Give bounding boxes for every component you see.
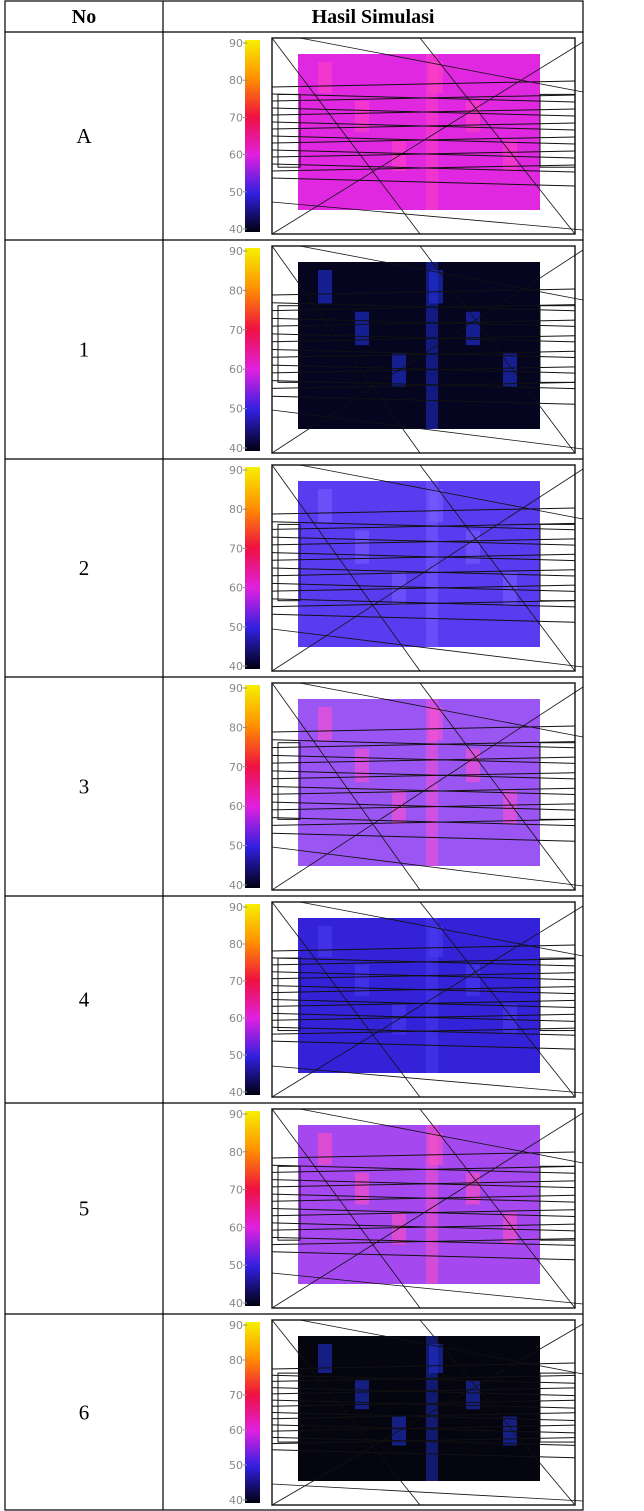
colorbar-tick-label: 60: [229, 149, 243, 162]
colorbar-tick-label: 80: [229, 503, 243, 516]
colorbar-tick-label: 90: [229, 901, 243, 914]
simulation-image: 90 80 70 60 50 40: [229, 245, 583, 455]
wing-left: [278, 1166, 300, 1240]
heat-area: [298, 481, 540, 647]
wing-left: [278, 524, 300, 600]
colorbar-tick-label: 40: [229, 223, 243, 236]
heat-spot: [503, 791, 517, 824]
colorbar-tick-label: 40: [229, 1494, 243, 1507]
colorbar-tick-label: 90: [229, 1108, 243, 1121]
colorbar-tick-label: 60: [229, 1012, 243, 1025]
row-number: 3: [79, 775, 90, 799]
row-number: A: [76, 124, 92, 148]
colorbar-tick-label: 70: [229, 1184, 243, 1197]
page: No Hasil Simulasi A 90 80 70 60 50 40 1 90 80 70 60 50…: [0, 0, 644, 1511]
colorbar-tick-label: 40: [229, 1297, 243, 1310]
row-number: 1: [79, 338, 90, 362]
simulation-image: 90 80 70 60 50 40: [229, 901, 583, 1099]
colorbar-tick-label: 70: [229, 975, 243, 988]
row-number: 2: [79, 556, 90, 580]
colorbar-tick-label: 60: [229, 363, 243, 376]
colorbar-tick-label: 60: [229, 800, 243, 813]
heat-spot: [318, 707, 332, 740]
row-number: 5: [79, 1197, 90, 1221]
wing-right: [540, 1166, 575, 1240]
colorbar-tick-label: 80: [229, 284, 243, 297]
colorbar-tick-label: 80: [229, 1354, 243, 1367]
wing-left: [278, 306, 300, 383]
heat-area: [298, 1336, 540, 1481]
heat-spot: [318, 270, 332, 303]
heat-area: [298, 54, 540, 210]
colorbar-tick-label: 50: [229, 1049, 243, 1062]
colorbar-tick-label: 50: [229, 186, 243, 199]
wing-left: [278, 1373, 300, 1442]
wing-left: [278, 743, 300, 820]
colorbar: [245, 904, 260, 1095]
simulation-image: 90 80 70 60 50 40: [229, 37, 583, 236]
colorbar-tick-label: 50: [229, 1459, 243, 1472]
wing-right: [540, 743, 575, 820]
colorbar-tick-label: 50: [229, 403, 243, 416]
colorbar-tick-label: 70: [229, 761, 243, 774]
colorbar: [245, 40, 260, 232]
colorbar-tick-label: 60: [229, 1424, 243, 1437]
colorbar-tick-label: 60: [229, 1221, 243, 1234]
colorbar-tick-label: 90: [229, 464, 243, 477]
heat-area: [298, 262, 540, 429]
colorbar-tick-label: 70: [229, 542, 243, 555]
simulation-image: 90 80 70 60 50 40: [229, 464, 583, 673]
colorbar-tick-label: 40: [229, 660, 243, 673]
colorbar-tick-label: 80: [229, 938, 243, 951]
simulation-image: 90 80 70 60 50 40: [229, 1319, 583, 1507]
colorbar-tick-label: 70: [229, 1389, 243, 1402]
colorbar: [245, 685, 260, 888]
colorbar-tick-label: 40: [229, 442, 243, 455]
heat-spot: [503, 572, 517, 605]
colorbar-tick-label: 60: [229, 582, 243, 595]
heat-spot: [318, 62, 332, 93]
colorbar-tick-label: 50: [229, 1259, 243, 1272]
row-number: 4: [79, 988, 90, 1012]
header-no: No: [72, 6, 96, 28]
wing-right: [540, 524, 575, 600]
heat-spot: [318, 489, 332, 522]
colorbar-tick-label: 90: [229, 1319, 243, 1332]
wing-right: [540, 94, 575, 167]
heat-spot: [318, 926, 332, 957]
colorbar-tick-label: 90: [229, 682, 243, 695]
colorbar: [245, 248, 260, 451]
heat-spot: [503, 354, 517, 387]
colorbar-tick-label: 50: [229, 840, 243, 853]
wire-line: [272, 1484, 583, 1501]
colorbar-tick-label: 90: [229, 37, 243, 50]
colorbar-tick-label: 70: [229, 111, 243, 124]
colorbar: [245, 1322, 260, 1503]
simulation-image: 90 80 70 60 50 40: [229, 1108, 583, 1310]
colorbar-tick-label: 80: [229, 721, 243, 734]
wing-right: [540, 958, 575, 1030]
heat-spot: [318, 1344, 332, 1373]
colorbar-tick-label: 40: [229, 879, 243, 892]
heat-band: [426, 54, 438, 210]
heat-area: [298, 699, 540, 866]
heat-band: [426, 1336, 438, 1481]
colorbar-tick-label: 50: [229, 621, 243, 634]
row-number: 6: [79, 1401, 90, 1425]
colorbar-tick-label: 80: [229, 1146, 243, 1159]
heat-band: [426, 1125, 438, 1284]
simulation-image: 90 80 70 60 50 40: [229, 682, 583, 892]
heat-spot: [318, 1133, 332, 1165]
colorbar: [245, 467, 260, 669]
colorbar-tick-label: 70: [229, 324, 243, 337]
colorbar-tick-label: 90: [229, 245, 243, 258]
header-result: Hasil Simulasi: [312, 6, 435, 28]
colorbar-tick-label: 40: [229, 1086, 243, 1099]
wing-right: [540, 306, 575, 383]
colorbar: [245, 1111, 260, 1306]
heat-area: [298, 1125, 540, 1284]
heat-band: [426, 918, 438, 1073]
colorbar-tick-label: 80: [229, 74, 243, 87]
document-table: No Hasil Simulasi A 90 80 70 60 50 40 1 90 80 70 60 50…: [0, 0, 644, 1511]
